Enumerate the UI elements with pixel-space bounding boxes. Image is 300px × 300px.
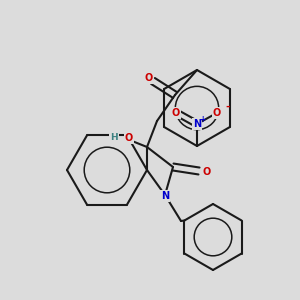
Text: N: N: [161, 191, 169, 201]
Text: O: O: [125, 133, 133, 143]
Text: H: H: [110, 134, 118, 142]
Text: N: N: [193, 119, 201, 129]
Text: O: O: [172, 108, 180, 118]
Text: +: +: [199, 116, 205, 124]
Text: O: O: [203, 167, 211, 177]
Text: O: O: [145, 73, 153, 83]
Text: -: -: [226, 102, 230, 112]
Text: O: O: [213, 108, 221, 118]
